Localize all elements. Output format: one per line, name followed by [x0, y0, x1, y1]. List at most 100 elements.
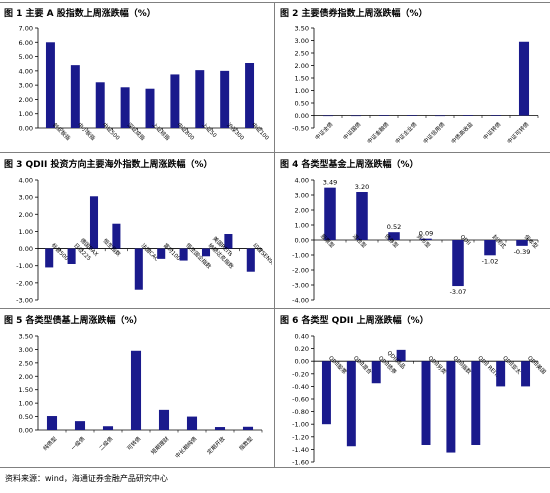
y-tick-label: 0.00 — [19, 427, 33, 435]
bar — [378, 115, 390, 116]
y-tick-label: 3.50 — [295, 25, 309, 33]
data-label: 0.09 — [419, 230, 433, 238]
bar — [130, 350, 142, 430]
y-tick-label: 1.50 — [19, 386, 33, 394]
y-tick-label: 1.00 — [295, 222, 309, 230]
y-tick-label: 4.00 — [19, 177, 33, 185]
bar — [420, 238, 432, 240]
row-divider-2 — [0, 308, 550, 309]
bar — [120, 87, 130, 128]
y-tick-label: 1.00 — [19, 228, 33, 236]
bar — [112, 223, 121, 249]
bar — [396, 349, 406, 362]
y-tick-label: -0.80 — [292, 408, 309, 416]
y-tick-label: 3.00 — [19, 82, 33, 90]
bar — [157, 248, 166, 259]
bar — [518, 41, 530, 116]
y-tick-label: 3.00 — [19, 346, 33, 354]
y-tick-label: -2.00 — [292, 267, 309, 275]
y-tick-label: 0.20 — [295, 345, 309, 353]
category-label: 中证转债 — [481, 120, 503, 142]
category-label: 中证企业债 — [393, 120, 418, 145]
chart-1-title: 图 1 主要 A 股指数上周涨跌幅（%） — [4, 9, 156, 19]
y-tick-label: 1.00 — [295, 87, 309, 95]
y-tick-label: -1.20 — [292, 433, 309, 441]
bar — [45, 248, 54, 268]
y-tick-label: -1.00 — [292, 252, 309, 260]
bar — [516, 240, 528, 246]
y-tick-label: 2.00 — [19, 96, 33, 104]
category-label: 指数型 — [237, 434, 255, 452]
category-label: 短期理财 — [149, 434, 171, 456]
bar — [102, 426, 114, 430]
y-tick-label: -3.00 — [292, 282, 309, 290]
bar — [452, 240, 464, 287]
bar — [406, 115, 418, 116]
y-tick-label: 5.00 — [19, 53, 33, 61]
top-border — [0, 2, 550, 3]
y-tick-label: 2.00 — [295, 207, 309, 215]
y-tick-label: -0.60 — [292, 396, 309, 404]
bar — [322, 115, 334, 117]
category-label: 中长期纯债 — [173, 434, 198, 459]
bar — [70, 65, 80, 128]
category-label: 中证500 — [101, 121, 122, 142]
y-tick-label: 3.00 — [295, 37, 309, 45]
category-label: 一级债 — [69, 434, 87, 452]
y-tick-label: 3.00 — [295, 192, 309, 200]
y-tick-label: 0.00 — [295, 112, 309, 120]
bar — [471, 361, 481, 445]
category-label: 深证成指 — [126, 121, 148, 143]
y-tick-label: -3.00 — [16, 297, 33, 305]
bar — [446, 361, 456, 453]
bar — [170, 74, 180, 128]
bar — [321, 361, 331, 425]
data-label: -3.07 — [450, 288, 467, 296]
row-divider-1 — [0, 152, 550, 153]
bottom-border — [0, 467, 550, 468]
y-tick-label: 0.00 — [19, 125, 33, 133]
y-tick-label: 4.00 — [295, 177, 309, 185]
bar — [89, 196, 99, 249]
y-tick-label: -1.00 — [16, 262, 33, 270]
y-tick-label: -0.20 — [292, 370, 309, 378]
chart-5-bond-fund-types: 0.00 0.50 1.00 1.50 2.00 2.50 3.00 3.50 纯债型 一级债 二级… — [19, 333, 263, 460]
chart-6-qdii-types: -1.60 -1.40 -1.20 -1.00 -0.80 -0.60 -0.40 -0.20… — [292, 333, 548, 467]
category-label: 中证国债 — [341, 120, 363, 142]
y-tick-label: 0.00 — [295, 237, 309, 245]
bar — [145, 88, 155, 128]
chart-2-bond-indices: -0.50 0.00 0.50 1.00 1.50 2.00 2.50 3.00 3.50 中证全… — [292, 25, 539, 145]
data-label: -1.02 — [482, 257, 499, 265]
y-tick-label: 1.50 — [295, 75, 309, 83]
y-tick-label: -0.50 — [292, 125, 309, 133]
category-label: 纯债型 — [41, 434, 59, 452]
data-label: 0.52 — [387, 223, 401, 231]
bar — [496, 361, 506, 387]
category-label: 中证100 — [250, 121, 271, 142]
chart-1-a-share-indices: 0.00 1.00 2.00 3.00 4.00 5.00 6.00 7.00 创业板指 中小板指… — [19, 25, 272, 143]
y-tick-label: 4.00 — [19, 67, 33, 75]
bar — [245, 63, 255, 128]
y-tick-label: -1.60 — [292, 459, 309, 467]
bar — [134, 248, 143, 290]
bar — [179, 248, 188, 261]
data-label: -0.39 — [514, 248, 531, 256]
y-tick-label: 2.50 — [19, 359, 33, 367]
bar — [356, 192, 368, 240]
bar — [490, 115, 502, 116]
data-label: 3.49 — [323, 179, 337, 187]
category-label: 中小板指 — [76, 121, 98, 143]
y-tick-label: 3.50 — [19, 333, 33, 341]
y-tick-label: 2.00 — [19, 373, 33, 381]
bar — [521, 361, 531, 387]
y-tick-label: -4.00 — [292, 297, 309, 305]
bar — [74, 421, 86, 430]
chart-5-title: 图 5 各类型债基上周涨跌幅（%） — [4, 316, 143, 326]
y-tick-label: 3.00 — [19, 194, 33, 202]
category-label: 中证800 — [175, 121, 196, 142]
chart-4-fund-types: -4.00 -3.00 -2.00 -1.00 0.00 1.00 2.00 3.00 4.00… — [292, 177, 540, 305]
y-tick-label: -1.40 — [292, 446, 309, 454]
bar — [158, 409, 170, 430]
bar — [201, 248, 211, 257]
bar — [95, 82, 105, 128]
